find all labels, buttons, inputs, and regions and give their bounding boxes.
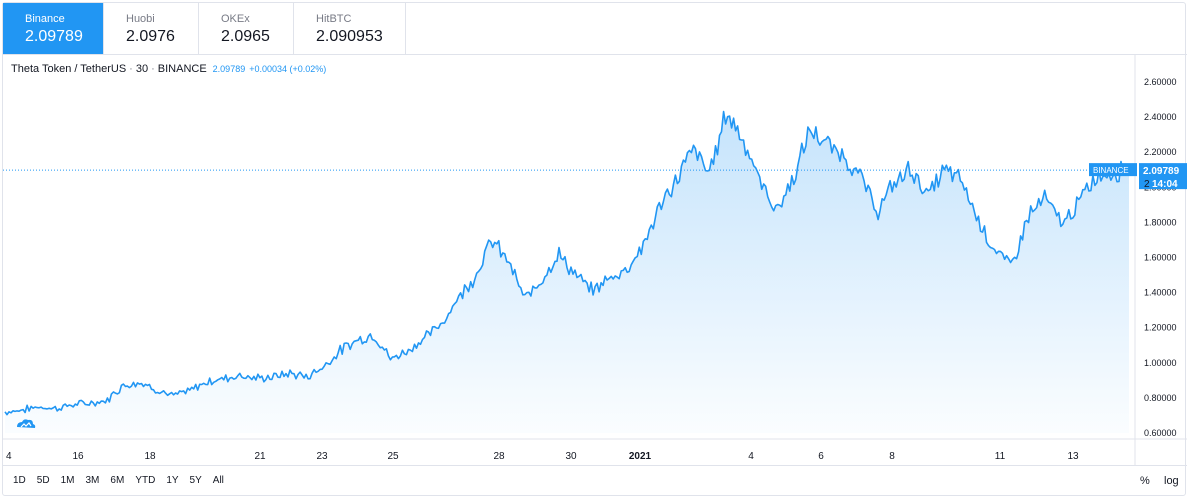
- exchange-price: 2.090953: [316, 28, 383, 45]
- exchange-price: 2.0976: [126, 28, 175, 45]
- range-1y-button[interactable]: 1Y: [166, 475, 179, 486]
- exchange-name: Huobi: [126, 13, 155, 25]
- range-ytd-button[interactable]: YTD: [135, 475, 156, 486]
- price-label-partial: 2: [1144, 179, 1150, 190]
- x-tick-label: 11: [995, 451, 1006, 462]
- last-price-label: BINANCE 2.09789 14:04 2: [1089, 163, 1187, 190]
- symbol-name: Theta Token / TetherUS: [11, 63, 127, 75]
- x-tick-label: 23: [316, 451, 328, 462]
- exchange-price: 2.0965: [221, 28, 270, 45]
- x-tick-label: 21: [254, 451, 266, 462]
- series-area: [5, 111, 1129, 433]
- price-chart[interactable]: 2.600002.400002.200002.000001.800001.600…: [3, 3, 1187, 465]
- y-tick-label: 1.80000: [1144, 217, 1177, 227]
- tab-huobi[interactable]: Huobi 2.0976: [104, 3, 199, 54]
- y-tick-label: 0.60000: [1144, 428, 1177, 438]
- x-tick-label: 13: [1067, 451, 1079, 462]
- exchange-name: OKEx: [221, 13, 250, 25]
- range-1m-button[interactable]: 1M: [60, 475, 75, 486]
- exchange-price: 2.09789: [25, 28, 83, 45]
- tab-binance[interactable]: Binance 2.09789: [3, 3, 104, 54]
- percent-scale-button[interactable]: %: [1140, 475, 1150, 487]
- range-5d-button[interactable]: 5D: [36, 475, 50, 486]
- exchange-label-bg: [1089, 163, 1137, 177]
- range-all-button[interactable]: All: [212, 475, 224, 486]
- exchange-label: BINANCE: [1093, 166, 1129, 175]
- price-label-value: 2.09789: [1143, 166, 1180, 177]
- price-change: +0.00034 (+0.02%): [249, 64, 327, 74]
- exchange-name: HitBTC: [316, 13, 352, 25]
- bottom-toolbar: 1D 5D 1M 3M 6M YTD 1Y 5Y All % log: [3, 465, 1187, 497]
- x-tick-label: 25: [387, 451, 399, 462]
- price-axis: 2.600002.400002.200002.000001.800001.600…: [1144, 77, 1177, 438]
- x-tick-label: 30: [565, 451, 577, 462]
- x-tick-label: 8: [889, 451, 895, 462]
- exchange-label: BINANCE: [157, 63, 207, 75]
- tab-hitbtc[interactable]: HitBTC 2.090953: [294, 3, 406, 54]
- range-6m-button[interactable]: 6M: [110, 475, 125, 486]
- exchange-name: Binance: [25, 13, 65, 25]
- x-tick-label: 4: [748, 451, 754, 462]
- tab-okex[interactable]: OKEx 2.0965: [199, 3, 294, 54]
- countdown-label: 14:04: [1152, 179, 1178, 190]
- log-scale-button[interactable]: log: [1164, 475, 1179, 487]
- x-tick-label: 16: [72, 451, 84, 462]
- x-tick-label: 2021: [629, 451, 652, 462]
- range-buttons: 1D 5D 1M 3M 6M YTD 1Y 5Y All: [13, 475, 235, 486]
- legend-separator-dot: ·: [129, 63, 133, 75]
- time-axis[interactable]: 4 16 18 21 23 25 28 30 2021 4 6 8 11 13: [6, 451, 1079, 462]
- range-3m-button[interactable]: 3M: [85, 475, 100, 486]
- interval-label: 30: [135, 63, 149, 75]
- x-tick-label: 4: [6, 451, 12, 462]
- series-legend: Theta Token / TetherUS · 30 · BINANCE 2.…: [11, 63, 326, 75]
- range-5y-button[interactable]: 5Y: [189, 475, 202, 486]
- y-tick-label: 2.60000: [1144, 77, 1177, 87]
- tradingview-cloud-icon[interactable]: [17, 419, 36, 428]
- price-label-bg: [1139, 163, 1187, 190]
- legend-separator-dot: ·: [151, 63, 155, 75]
- exchange-tabs: Binance 2.09789 Huobi 2.0976 OKEx 2.0965…: [3, 3, 406, 54]
- x-tick-label: 18: [144, 451, 156, 462]
- x-tick-label: 6: [818, 451, 824, 462]
- series-line: [4, 110, 1130, 416]
- range-1d-button[interactable]: 1D: [13, 475, 26, 486]
- y-tick-label: 0.80000: [1144, 393, 1177, 403]
- y-tick-label: 1.60000: [1144, 253, 1177, 263]
- y-tick-label: 1.20000: [1144, 323, 1177, 333]
- y-tick-label: 2.40000: [1144, 112, 1177, 122]
- last-price: 2.09789: [212, 64, 246, 74]
- x-tick-label: 28: [493, 451, 505, 462]
- y-tick-label: 2.20000: [1144, 147, 1177, 157]
- tabs-divider: [3, 54, 1187, 55]
- y-tick-label: 1.40000: [1144, 288, 1177, 298]
- y-tick-label: 1.00000: [1144, 358, 1177, 368]
